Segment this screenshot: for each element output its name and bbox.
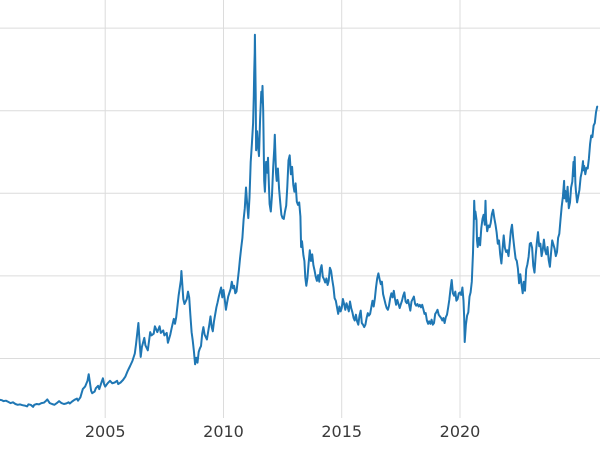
- price-series-line: [0, 33, 599, 408]
- x-tick-label-2005: 2005: [84, 422, 126, 441]
- x-tick-label-2010: 2010: [203, 422, 244, 441]
- x-tick-label-2015: 2015: [321, 422, 363, 441]
- gridlines: [0, 0, 600, 418]
- x-tick-label-2020: 2020: [439, 422, 481, 441]
